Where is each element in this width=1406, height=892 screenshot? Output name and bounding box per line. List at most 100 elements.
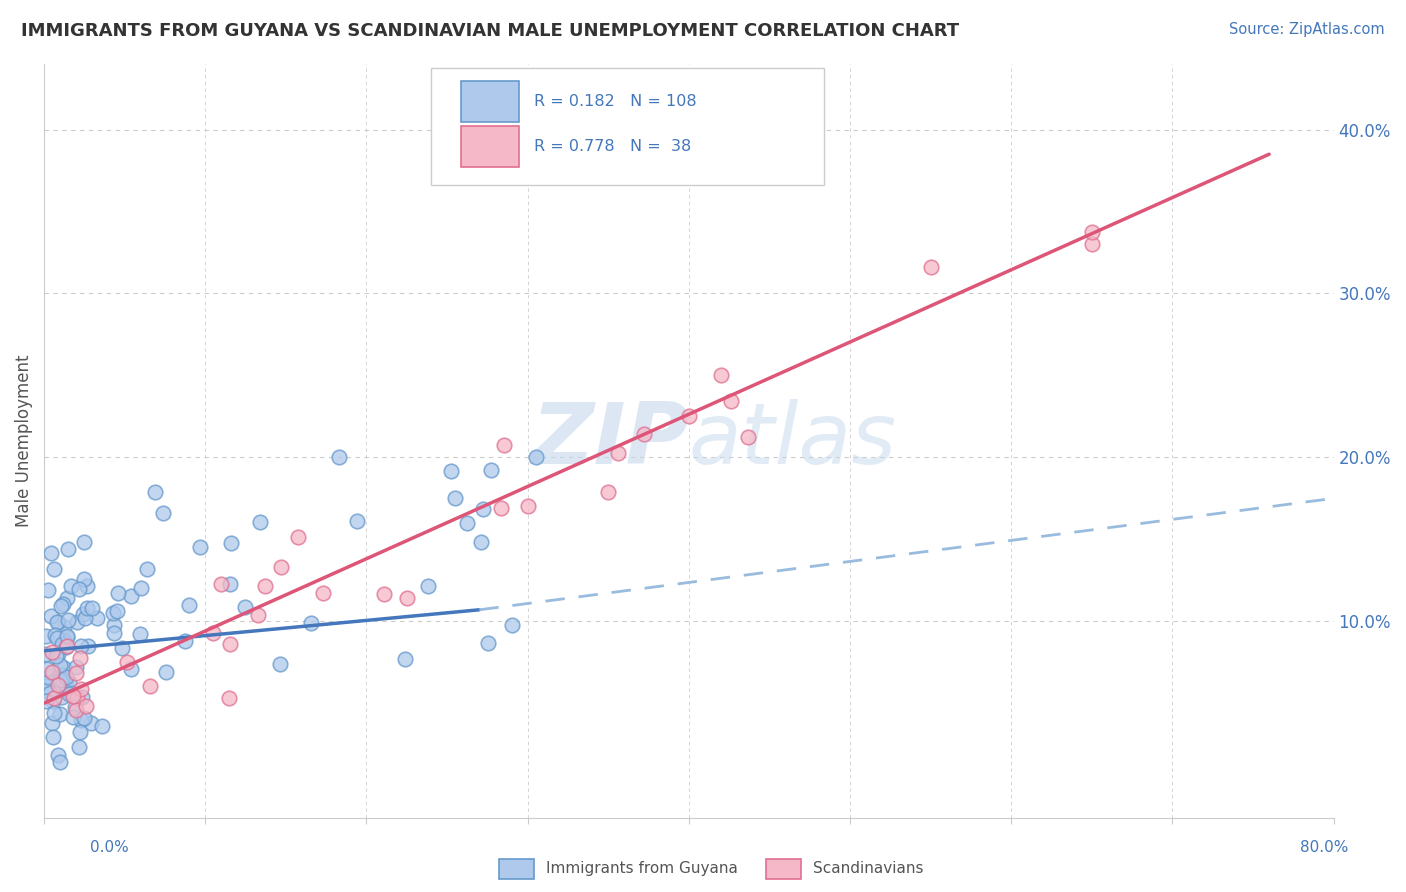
Point xyxy=(75,698,97,713)
Point xyxy=(111,640,134,655)
Point xyxy=(69,650,91,665)
Bar xyxy=(461,80,519,122)
Point xyxy=(720,393,742,408)
Point xyxy=(107,585,129,599)
Point xyxy=(59,579,82,593)
Point xyxy=(48,658,70,673)
Point xyxy=(56,630,79,644)
Point xyxy=(219,536,242,550)
Point xyxy=(72,607,94,622)
Point xyxy=(35,694,58,708)
Point xyxy=(42,690,65,705)
Point xyxy=(489,501,512,516)
Point xyxy=(188,540,211,554)
Text: ZIP: ZIP xyxy=(531,400,689,483)
Point xyxy=(143,485,166,500)
Point xyxy=(65,660,87,674)
Point xyxy=(471,502,494,516)
Point xyxy=(77,639,100,653)
Point xyxy=(42,694,65,708)
Point xyxy=(52,633,75,648)
Point xyxy=(45,632,67,646)
Point xyxy=(46,648,69,662)
Point xyxy=(46,748,69,763)
Point xyxy=(51,668,73,682)
Point xyxy=(70,681,93,696)
Point xyxy=(67,739,90,754)
Point xyxy=(48,755,70,769)
Point xyxy=(155,665,177,679)
Point xyxy=(287,530,309,544)
Point xyxy=(135,562,157,576)
Point xyxy=(516,499,538,513)
Point xyxy=(173,633,195,648)
Point xyxy=(209,577,232,591)
Point xyxy=(58,675,80,690)
Point xyxy=(86,611,108,625)
Point xyxy=(477,636,499,650)
Point xyxy=(42,562,65,576)
Point xyxy=(41,645,63,659)
Point xyxy=(53,620,76,634)
Point xyxy=(270,560,292,574)
Point xyxy=(678,409,700,423)
Point xyxy=(201,626,224,640)
Point xyxy=(607,446,630,460)
Point xyxy=(470,534,492,549)
Point xyxy=(58,687,80,701)
Point xyxy=(524,450,547,465)
Point xyxy=(139,679,162,693)
Point xyxy=(328,450,350,465)
Point xyxy=(91,719,114,733)
Point xyxy=(35,629,58,643)
Point xyxy=(49,706,72,721)
Point xyxy=(35,673,58,688)
Point xyxy=(254,579,277,593)
Point xyxy=(177,599,200,613)
Point xyxy=(246,608,269,623)
Point xyxy=(75,611,97,625)
Point xyxy=(41,715,63,730)
Point xyxy=(219,577,242,591)
Point xyxy=(249,515,271,529)
Point xyxy=(62,710,84,724)
Point xyxy=(35,647,58,661)
Point xyxy=(56,541,79,556)
Point xyxy=(103,617,125,632)
Point xyxy=(129,581,152,595)
Point xyxy=(311,586,333,600)
Point xyxy=(45,648,67,663)
Point xyxy=(456,516,478,530)
Point xyxy=(41,665,63,679)
Text: atlas: atlas xyxy=(689,400,897,483)
Text: 0.0%: 0.0% xyxy=(90,840,129,855)
Point xyxy=(69,724,91,739)
Text: R = 0.778   N =  38: R = 0.778 N = 38 xyxy=(534,139,692,154)
Point xyxy=(269,657,291,671)
Point xyxy=(101,606,124,620)
Point xyxy=(35,679,58,693)
Text: Source: ZipAtlas.com: Source: ZipAtlas.com xyxy=(1229,22,1385,37)
Text: Immigrants from Guyana: Immigrants from Guyana xyxy=(546,862,737,876)
Point xyxy=(51,690,73,705)
Point xyxy=(218,637,240,651)
Point xyxy=(49,673,72,687)
Point xyxy=(44,627,66,641)
Point xyxy=(55,678,77,692)
Text: IMMIGRANTS FROM GUYANA VS SCANDINAVIAN MALE UNEMPLOYMENT CORRELATION CHART: IMMIGRANTS FROM GUYANA VS SCANDINAVIAN M… xyxy=(21,22,959,40)
Point xyxy=(55,591,77,605)
Point xyxy=(56,629,79,643)
Point xyxy=(120,590,142,604)
Point xyxy=(56,613,79,627)
Text: R = 0.182   N = 108: R = 0.182 N = 108 xyxy=(534,95,697,109)
Point xyxy=(233,599,256,614)
Point xyxy=(46,615,69,629)
Point xyxy=(76,579,98,593)
Point xyxy=(73,711,96,725)
Point xyxy=(152,506,174,520)
Point xyxy=(51,599,73,613)
Point xyxy=(1081,237,1104,252)
Point xyxy=(920,260,942,274)
Point xyxy=(67,582,90,597)
Point xyxy=(218,691,240,706)
